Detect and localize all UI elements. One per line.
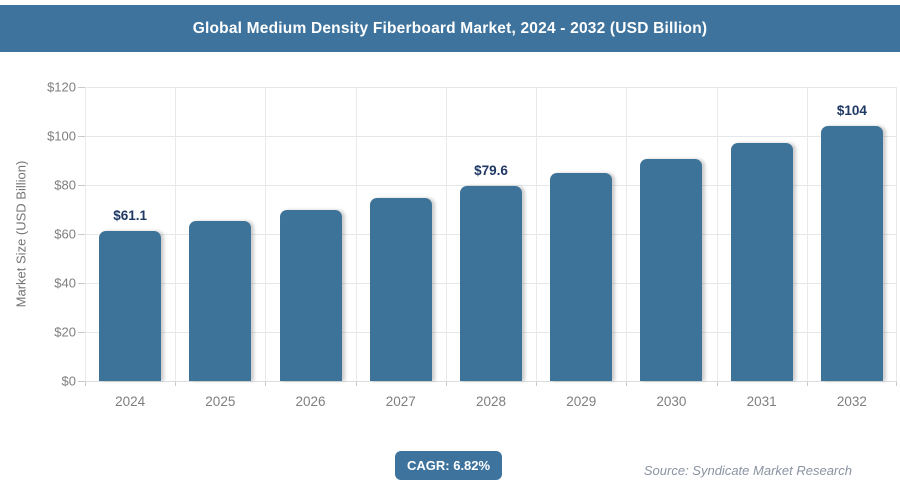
y-tick-label: $40 — [54, 275, 76, 291]
x-tick-label-2031: 2031 — [746, 394, 777, 409]
bar-2032 — [820, 126, 883, 381]
gridline-horizontal — [85, 87, 897, 88]
y-tick-label: $80 — [54, 177, 76, 193]
x-axis-tick — [626, 382, 628, 386]
x-axis-tick — [355, 382, 357, 386]
x-tick-label-2026: 2026 — [295, 394, 326, 409]
x-tick-label-2028: 2028 — [475, 394, 507, 409]
y-axis-tick — [78, 87, 85, 88]
gridline-vertical — [716, 87, 718, 381]
x-axis-tick — [445, 382, 447, 386]
x-axis-tick — [175, 382, 177, 386]
cagr-label: CAGR: 6.82% — [407, 458, 491, 473]
gridline-horizontal — [85, 185, 897, 186]
y-tick-label: $100 — [47, 128, 76, 144]
bar-value-label-2028: $79.6 — [474, 162, 508, 178]
gridline-vertical — [265, 87, 267, 381]
bar-2026 — [279, 210, 342, 381]
gridline-vertical — [806, 87, 808, 381]
page-title: Global Medium Density Fiberboard Market,… — [192, 19, 708, 37]
y-tick-label: $20 — [54, 324, 76, 340]
bar-2028 — [460, 185, 522, 381]
plot-area: $61.1 2024 2025 2026 2027 $79.6 2028 2029 2030 20… — [85, 87, 897, 409]
bar-2029 — [550, 172, 613, 381]
chart-title-bar: Global Medium Density Fiberboard Market,… — [0, 5, 900, 52]
y-axis-tick — [78, 332, 85, 333]
y-axis-tick — [78, 136, 85, 137]
y-tick-label: $0 — [61, 373, 76, 389]
gridline-vertical — [445, 87, 447, 381]
x-tick-label-2030: 2030 — [656, 394, 687, 409]
bar-2030 — [640, 158, 703, 381]
bar-value-label-2032: $104 — [836, 103, 867, 119]
x-tick-label-2029: 2029 — [566, 394, 597, 409]
y-axis-labels: $120 $100 $80 $60 $40 $20 $0 — [0, 53, 76, 443]
gridline-vertical — [175, 87, 177, 381]
gridline-vertical — [355, 87, 357, 381]
y-axis-tick — [78, 283, 85, 284]
bar-2027 — [369, 198, 432, 381]
x-axis-tick — [265, 382, 267, 386]
source-text: Source: Syndicate Market Research — [643, 463, 852, 478]
x-tick-label-2027: 2027 — [385, 394, 416, 409]
gridline-vertical — [896, 87, 897, 381]
bar-chart: Market Size (USD Billion) $120 $100 $80 $60… — [0, 53, 900, 443]
gridline-horizontal — [85, 381, 897, 382]
bar-value-label-2024: $61.1 — [113, 208, 148, 224]
x-axis-tick — [536, 382, 538, 386]
bar-2025 — [189, 221, 252, 381]
x-tick-label-2032: 2032 — [836, 394, 867, 409]
y-axis-tick — [78, 234, 85, 235]
x-axis-tick — [806, 382, 808, 386]
gridline-vertical — [85, 87, 86, 381]
y-axis-tick — [78, 381, 85, 382]
x-tick-label-2024: 2024 — [115, 394, 146, 409]
gridline-vertical — [626, 87, 628, 381]
y-axis-tick — [78, 185, 85, 186]
cagr-badge: CAGR: 6.82% — [395, 451, 503, 480]
y-tick-label: $60 — [54, 226, 76, 242]
bar-2024 — [99, 231, 162, 381]
gridline-vertical — [536, 87, 538, 381]
x-axis-tick — [896, 382, 897, 386]
x-axis-tick — [716, 382, 718, 386]
bar-2031 — [730, 143, 793, 381]
gridline-horizontal — [85, 136, 897, 137]
x-axis-tick — [85, 382, 86, 386]
x-tick-label-2025: 2025 — [205, 394, 236, 409]
y-tick-label: $120 — [47, 79, 76, 95]
